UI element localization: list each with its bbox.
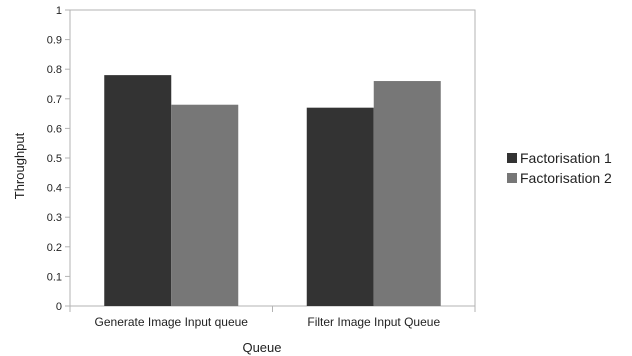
y-tick-label: 0.6 (47, 123, 62, 135)
bar-1-1 (104, 75, 172, 307)
legend-label: Factorisation 2 (520, 170, 612, 186)
x-category-label: Filter Image Input Queue (307, 315, 440, 329)
legend: Factorisation 1 Factorisation 2 (507, 150, 612, 186)
y-tick-label: 0.5 (47, 153, 62, 165)
y-tick-label: 0.7 (47, 94, 62, 106)
bars (104, 75, 441, 307)
y-tick-label: 0.2 (47, 242, 62, 254)
y-tick-label: 0.4 (47, 183, 62, 195)
legend-swatch (507, 173, 517, 183)
y-tick-label: 0 (56, 301, 62, 313)
legend-label: Factorisation 1 (520, 150, 612, 166)
y-axis-title: Throughput (12, 132, 27, 199)
bar-2-1 (171, 104, 239, 306)
y-tick-label: 1 (56, 5, 62, 17)
y-tick-label: 0.9 (47, 35, 62, 47)
y-axis-ticks: 0 0.1 0.2 0.3 0.4 0.5 0.6 0.7 0.8 0.9 1 (47, 5, 70, 313)
bar-1-2 (306, 107, 374, 307)
x-axis-category-labels: Generate Image Input queue Filter Image I… (95, 315, 441, 329)
x-axis-title: Queue (242, 340, 281, 355)
y-tick-label: 0.8 (47, 64, 62, 76)
y-tick-label: 0.1 (47, 271, 62, 283)
x-axis-ticks (69, 306, 476, 312)
x-category-label: Generate Image Input queue (95, 315, 249, 329)
bar-2-2 (373, 81, 441, 306)
y-tick-label: 0.3 (47, 212, 62, 224)
legend-swatch (507, 153, 517, 163)
